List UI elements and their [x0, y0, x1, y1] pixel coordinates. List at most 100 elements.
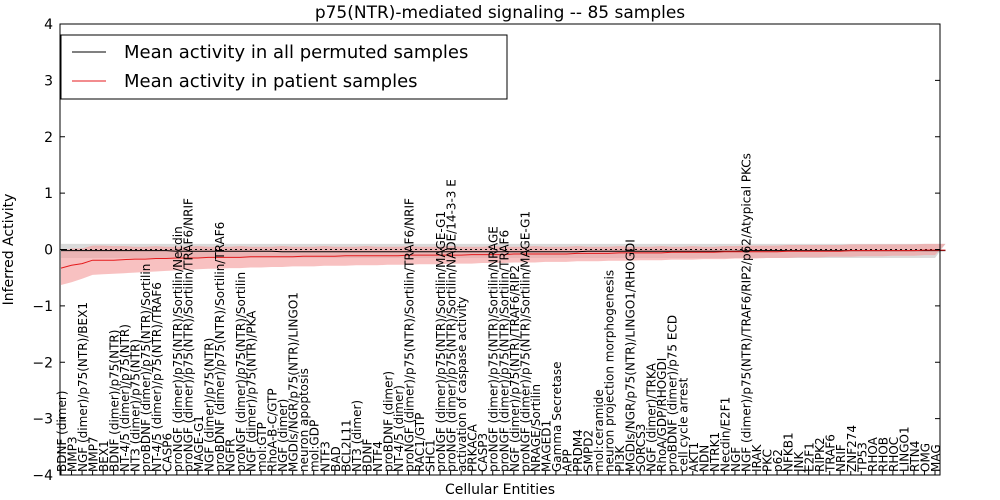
legend-box: [60, 34, 508, 100]
x-tick-label: proNGF (dimer)/p75(NTR)/Sortilin/TRAF6: [497, 230, 511, 472]
x-tick-label: Gamma Secretase: [550, 361, 564, 472]
series-lines: [60, 249, 946, 269]
x-tick-label: MMP3: [66, 436, 80, 472]
x-tick-label: mol:GTP: [255, 422, 269, 472]
x-tick-label: NT3 (dimer): [350, 400, 364, 472]
x-tick-label: proNGF (dimer)/p75(NTR)/Sortilin/TRAF6/N…: [403, 198, 417, 472]
x-tick-label: JNK: [792, 450, 806, 473]
legend: Mean activity in all permuted samples Mea…: [60, 34, 508, 100]
x-tick-label: MGDIs/NGR/p75(NTR)/LINGO1/RHOGDI: [624, 239, 638, 472]
x-tick-label: NT-4/5 (dimer)/p75(NTR)/TRAF6: [150, 282, 164, 472]
x-tick-label: BCL2L11: [339, 419, 353, 472]
x-tick-label: proBDNF (dimer)/p75(NTR)/Sortilin: [139, 264, 153, 472]
x-tick-label: NTF4: [371, 441, 385, 472]
x-tick-label: proNGF (dimer)/p75(NTR)/Sortilin/TRAF6/N…: [181, 198, 195, 472]
x-tick-label: CASP6: [160, 433, 174, 472]
x-tick-label: IRAK: [750, 443, 764, 472]
x-tick-label: MGDIs/NGR/p75(NTR)/LINGO1: [287, 292, 301, 472]
legend-label-1: Mean activity in all permuted samples: [124, 42, 468, 63]
x-tick-label: E2F1: [803, 442, 817, 472]
x-tick-label: NRIF: [834, 444, 848, 472]
x-tick-label: MAGED1: [539, 420, 553, 472]
confidence-bands: [61, 243, 946, 285]
x-tick-label: NFKB1: [782, 432, 796, 472]
y-tick-label: 1: [44, 186, 53, 202]
x-tick-label: CASP3: [476, 433, 490, 472]
x-tick-label: NTRK1: [708, 432, 722, 472]
y-axis-title: Inferred Activity: [1, 194, 17, 306]
x-tick-label: p62: [771, 449, 785, 472]
x-tick-label: neuron apoptosis: [297, 368, 311, 472]
x-tick-label: proNGF (dimer)/p75(NTR)/Sortilin/MAGE-G1: [434, 211, 448, 472]
line-series-2: [60, 249, 946, 269]
x-tick-label: NGF (dimer)/p75(NTR)/BEX1: [76, 302, 90, 472]
x-tick-label: MMP7: [87, 436, 101, 472]
x-tick-label: NGFR: [224, 438, 238, 472]
x-tick-label: SMPD2: [582, 430, 596, 472]
x-tick-label: NGF (dimer): [276, 399, 290, 472]
x-tick-label: RhoA-B-C/GTP: [266, 388, 280, 472]
y-tick-label: −2: [32, 355, 53, 371]
x-tick-label: TP53: [855, 442, 869, 473]
x-axis-title: Cellular Entities: [445, 482, 555, 498]
x-tick-label: BDNF (dimer)/p75(NTR): [108, 330, 122, 472]
x-tick-label: NT3 (dimer)/p75(NTR): [129, 339, 143, 472]
x-tick-label: BDNF (dimer): [55, 391, 69, 473]
x-tick-label: mol:ceramide: [592, 389, 606, 472]
x-tick-label: NGF (dimer)/p75(NTR)/TRAF6/RIP2: [508, 265, 522, 472]
x-tick-label: RTN4: [908, 441, 922, 472]
band-series-2: [61, 243, 946, 285]
x-tick-label: proNGF (dimer)/p75(NTR)/Sortilin/NRAGE: [487, 226, 501, 472]
x-tick-label: BEX1: [97, 440, 111, 472]
x-tick-label: NT-4/5 (dimer): [392, 385, 406, 472]
x-tick-label: neuron projection morphogenesis: [603, 270, 617, 472]
x-tick-label: NGF (dimer)/p75(NTR): [202, 338, 216, 472]
x-tick-label: RHOC: [887, 437, 901, 472]
chart-title: p75(NTR)-mediated signaling -- 85 sample…: [315, 3, 685, 23]
x-tick-label: proBDNF (dimer)/p75 ECD: [666, 315, 680, 472]
x-tick-label: PI3K: [613, 445, 627, 472]
x-tick-label: proNGF (dimer)/p75(NTR)/Sortilin/MAGE-G1: [518, 211, 532, 472]
x-tick-label: NGF (dimer)/p75(NTR)/TRAF6/RIP2/p62/Atyp…: [740, 153, 754, 472]
y-tick-label: 2: [44, 130, 53, 146]
x-tick-label: NGF: [729, 447, 743, 472]
x-tick-label: RIPK2: [813, 437, 827, 472]
x-tick-label: TRAF6: [824, 434, 838, 473]
y-tick-label: −1: [32, 299, 53, 315]
x-tick-label: OMG: [919, 443, 933, 472]
x-tick-label: PKC: [761, 449, 775, 472]
x-tick-label: NGF (dimer)/p75(NTR)/PKA: [245, 310, 259, 472]
x-tick-label: BAD: [329, 446, 343, 472]
y-axis: −4 −3 −2 −1 0 1 2 3 4: [32, 17, 940, 484]
x-tick-label: SHC1: [424, 439, 438, 472]
x-tick-label: RHOB: [876, 437, 890, 472]
x-tick-label: AKT1: [687, 442, 701, 472]
x-tick-label: LINGO1: [897, 426, 911, 472]
x-tick-label: APP: [560, 449, 574, 472]
x-tick-label: proNGF (dimer)/p75(NTR)/Sortilin/NADE/14…: [445, 179, 459, 472]
x-tick-label: SORCS3: [634, 424, 648, 472]
y-tick-label: 0: [44, 243, 53, 259]
x-tick-label: proNGF (dimer)/p75(NTR)/Sortilin: [234, 272, 248, 472]
x-tick-label: Necdin/E2F1: [718, 397, 732, 472]
x-tick-label: BDNF: [360, 439, 374, 472]
x-tick-label: RhoA/GDP/RHOGDI: [655, 358, 669, 472]
x-tick-label: NT-4/5 (dimer)/p75(NTR): [118, 324, 132, 472]
x-tick-label: proBDNF (dimer)/p75(NTR)/Sortilin/TRAF6: [213, 222, 227, 472]
y-tick-label: 3: [44, 73, 53, 89]
x-tick-label: NGF (dimer)/TRKA: [645, 362, 659, 472]
x-tick-label: activation of caspase activity: [455, 297, 469, 472]
x-tick-label: MAGE-G1: [192, 415, 206, 472]
x-tick-label: RAC1/GTP: [413, 413, 427, 472]
y-tick-label: 4: [44, 17, 53, 33]
x-tick-label: RHOA: [866, 436, 880, 472]
x-tick-label: PRKACA: [466, 423, 480, 472]
y-tick-label: −4: [32, 468, 53, 484]
x-tick-label: NRAGE/Sortilin: [529, 384, 543, 472]
x-tick-label: NTF3: [318, 441, 332, 472]
x-tick-label: MAG: [929, 444, 943, 472]
x-tick-label: proNGF (dimer)/p75(NTR)/Sortilin/Necdin: [171, 226, 185, 472]
line-series-1: [61, 250, 946, 253]
